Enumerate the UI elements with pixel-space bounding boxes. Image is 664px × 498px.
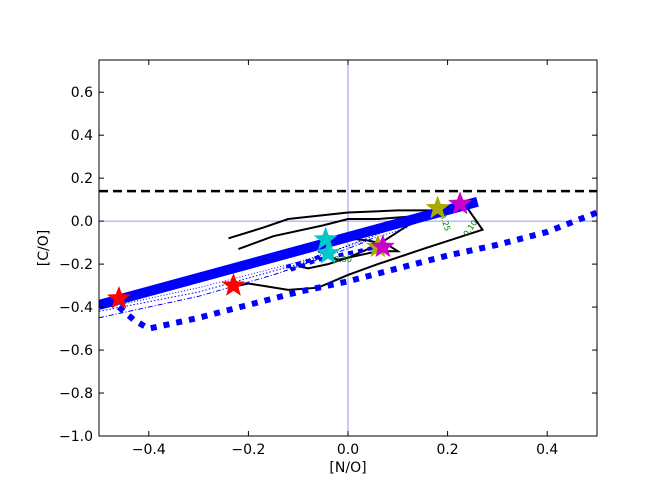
x-tick-label: 0.0 [337,442,359,458]
star-marker-2 [313,226,338,250]
y-tick-label: 0.6 [71,85,93,101]
x-tick-label: 0.2 [436,442,458,458]
y-tick-label: 0.4 [71,128,93,144]
x-tick-label: −0.4 [132,442,166,458]
y-tick-label: −1.0 [59,429,93,445]
star-marker-3 [316,240,341,264]
y-axis-label: [C/O] [36,230,52,266]
series-line-4 [99,237,374,319]
series-line-2 [286,244,379,274]
y-tick-label: −0.6 [59,343,93,359]
y-tick-label: −0.4 [59,300,93,316]
star-marker-6 [425,195,450,219]
star-marker-7 [447,191,473,215]
star-marker-0 [106,285,131,309]
y-tick-label: −0.8 [59,386,93,402]
x-tick-label: 0.4 [536,442,558,458]
star-marker-5 [370,234,395,258]
series-line-0 [99,196,479,310]
plot-content: 0.100.250.50 [99,60,597,436]
star-marker-1 [221,272,246,296]
series-line-1 [116,209,597,332]
x-tick-label: −0.2 [231,442,265,458]
y-tick-label: −0.2 [59,257,93,273]
series-line-3 [99,207,458,312]
series-line-5 [99,227,408,310]
contour-label-2: 0.50 [334,255,352,264]
x-axis-label: [N/O] [329,460,366,476]
y-tick-label: 0.0 [71,214,93,230]
axis-ticks: −0.4 −0.2 0.0 0.2 0.4 −1.0 −0.8 −0.6 −0.4 −0.2 0.0… [59,60,597,458]
y-tick-label: 0.2 [71,171,93,187]
